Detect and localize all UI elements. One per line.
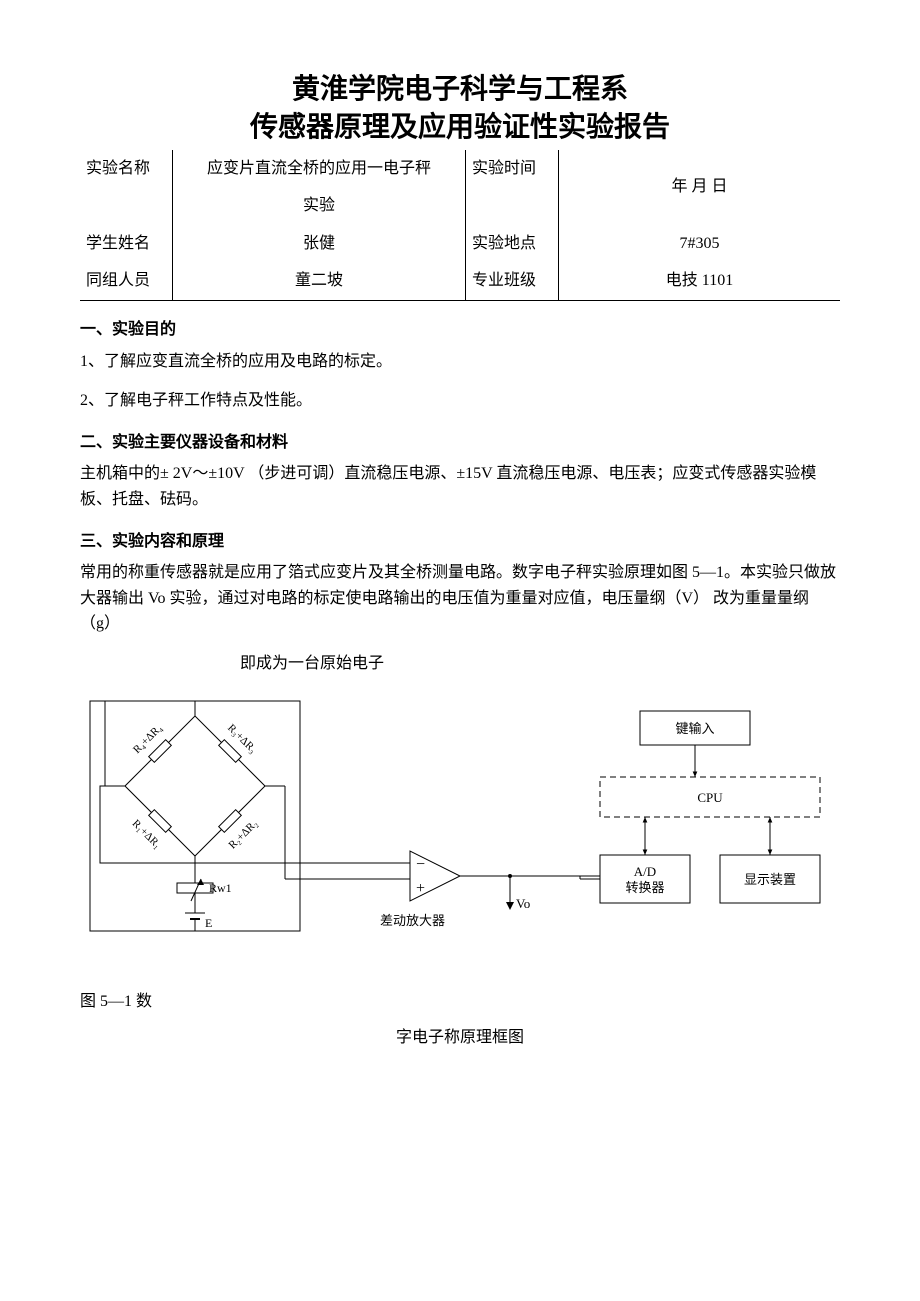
svg-text:Rw1: Rw1 [209,881,232,895]
svg-text:CPU: CPU [697,790,723,805]
title-line2: 传感器原理及应用验证性实验报告 [80,108,840,146]
exp-time-value: 年 月 日 [559,150,841,225]
section1-p2: 2、了解电子秤工作特点及性能。 [80,388,840,414]
svg-text:A/D: A/D [634,864,656,879]
svg-text:+: + [416,880,425,897]
title-line1: 黄淮学院电子科学与工程系 [80,70,840,108]
svg-text:Vo: Vo [516,896,530,911]
figure-block: 即成为一台原始电子 R₄+ΔR₄R₃+ΔR₃R₁+ΔR₁R₂+ΔR₂Rw1E−+… [80,651,840,1050]
exp-name-value-l1: 应变片直流全桥的应用一电子秤 [173,150,466,188]
exp-name-value-l2: 实验 [173,187,466,225]
figure-caption-a: 图 5—1 数 [80,989,840,1015]
figure-pretext: 即成为一台原始电子 [240,651,840,677]
class-value: 电技 1101 [559,262,841,300]
group-value: 童二坡 [173,262,466,300]
section1-heading: 一、实验目的 [80,317,840,343]
svg-text:E: E [205,916,212,930]
section3-p1: 常用的称重传感器就是应用了箔式应变片及其全桥测量电路。数字电子秤实验原理如图 5… [80,560,840,637]
exp-time-label: 实验时间 [466,150,559,188]
info-table: 实验名称 应变片直流全桥的应用一电子秤 实验时间 年 月 日 实验 学生姓名 张… [80,150,840,301]
exp-name-label: 实验名称 [80,150,173,188]
section3-heading: 三、实验内容和原理 [80,529,840,555]
class-label: 专业班级 [466,262,559,300]
exp-loc-label: 实验地点 [466,225,559,263]
section2-heading: 二、实验主要仪器设备和材料 [80,430,840,456]
svg-text:差动放大器: 差动放大器 [380,913,445,928]
svg-text:−: − [416,856,425,873]
exp-loc-value: 7#305 [559,225,841,263]
student-name-value: 张健 [173,225,466,263]
student-name-label: 学生姓名 [80,225,173,263]
circuit-diagram: R₄+ΔR₄R₃+ΔR₃R₁+ΔR₁R₂+ΔR₂Rw1E−+差动放大器Vo键输入… [80,681,840,961]
svg-text:显示装置: 显示装置 [744,872,796,887]
figure-caption-b: 字电子称原理框图 [80,1025,840,1051]
group-label: 同组人员 [80,262,173,300]
section2-p1: 主机箱中的± 2V～±10V （步进可调）直流稳压电源、±15V 直流稳压电源、… [80,461,840,512]
svg-text:键输入: 键输入 [675,721,714,736]
section1-p1: 1、了解应变直流全桥的应用及电路的标定。 [80,349,840,375]
svg-text:转换器: 转换器 [625,880,664,895]
